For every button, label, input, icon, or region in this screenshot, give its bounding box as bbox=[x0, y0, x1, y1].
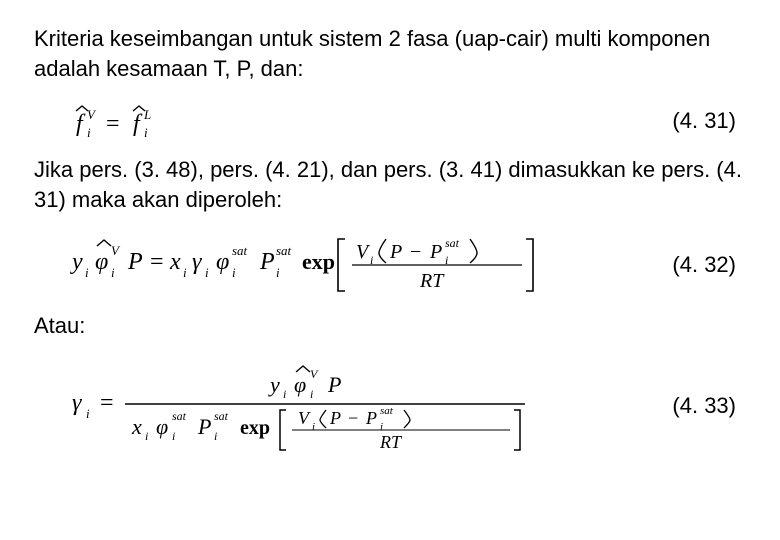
svg-text:x: x bbox=[131, 414, 142, 439]
eqnum-4-33: (4. 33) bbox=[672, 393, 746, 419]
svg-text:sat: sat bbox=[214, 409, 229, 423]
eqnum-4-32: (4. 32) bbox=[672, 252, 746, 278]
svg-text:i: i bbox=[312, 421, 315, 433]
svg-text:y: y bbox=[268, 372, 280, 397]
svg-text:f: f bbox=[133, 111, 143, 137]
svg-text:P: P bbox=[197, 414, 211, 439]
svg-text:P: P bbox=[127, 249, 143, 275]
svg-text:φ: φ bbox=[294, 372, 306, 397]
svg-text:−: − bbox=[348, 408, 358, 428]
svg-text:φ: φ bbox=[216, 249, 229, 275]
svg-text:i: i bbox=[232, 265, 236, 280]
svg-text:V: V bbox=[310, 367, 319, 381]
svg-text:i: i bbox=[276, 265, 280, 280]
svg-text:V: V bbox=[111, 243, 121, 258]
paragraph-2: Jika pers. (3. 48), pers. (4. 21), dan p… bbox=[34, 155, 746, 214]
svg-text:i: i bbox=[183, 265, 187, 280]
svg-text:i: i bbox=[86, 406, 90, 421]
svg-text:φ: φ bbox=[95, 249, 108, 275]
svg-text:i: i bbox=[283, 387, 286, 401]
svg-text:=: = bbox=[100, 390, 114, 416]
svg-text:P: P bbox=[329, 408, 341, 428]
svg-text:i: i bbox=[85, 265, 89, 280]
svg-text:=: = bbox=[150, 249, 164, 275]
svg-text:γ: γ bbox=[192, 249, 202, 275]
svg-text:=: = bbox=[106, 111, 120, 137]
svg-text:V: V bbox=[356, 241, 371, 263]
svg-text:P: P bbox=[389, 241, 402, 263]
eq433-svg: γ i = y i φ i V P x i φ bbox=[70, 358, 540, 454]
svg-text:i: i bbox=[172, 429, 175, 443]
svg-text:sat: sat bbox=[276, 243, 292, 258]
svg-text:f: f bbox=[76, 111, 86, 137]
svg-text:V: V bbox=[298, 408, 311, 428]
svg-text:P: P bbox=[327, 372, 341, 397]
svg-text:γ: γ bbox=[72, 390, 82, 416]
equation-4-32: y i φ i V P = x i γ i bbox=[34, 233, 550, 297]
svg-text:y: y bbox=[70, 249, 83, 275]
svg-text:P: P bbox=[365, 408, 377, 428]
svg-text:P: P bbox=[259, 249, 275, 275]
svg-text:L: L bbox=[143, 107, 151, 122]
svg-text:P: P bbox=[429, 241, 442, 263]
svg-text:sat: sat bbox=[232, 243, 248, 258]
eqnum-4-31: (4. 31) bbox=[672, 108, 746, 134]
svg-text:φ: φ bbox=[156, 414, 168, 439]
eq432-svg: y i φ i V P = x i γ i bbox=[70, 233, 550, 297]
svg-text:V: V bbox=[87, 107, 97, 122]
svg-text:i: i bbox=[111, 265, 115, 280]
svg-text:RT: RT bbox=[379, 432, 403, 452]
svg-text:i: i bbox=[205, 265, 209, 280]
svg-text:sat: sat bbox=[380, 405, 394, 417]
svg-text:i: i bbox=[370, 253, 373, 267]
svg-text:exp: exp bbox=[302, 249, 335, 274]
equation-4-31: f i V = f i L bbox=[34, 101, 180, 141]
atau-label: Atau: bbox=[34, 311, 746, 341]
svg-text:sat: sat bbox=[172, 409, 187, 423]
svg-text:i: i bbox=[145, 429, 148, 443]
svg-text:i: i bbox=[214, 429, 217, 443]
svg-text:−: − bbox=[410, 241, 421, 263]
svg-text:RT: RT bbox=[419, 270, 445, 292]
svg-text:sat: sat bbox=[445, 236, 460, 250]
eq431-svg: f i V = f i L bbox=[70, 101, 180, 141]
svg-text:i: i bbox=[445, 253, 448, 267]
paragraph-1: Kriteria keseimbangan untuk sistem 2 fas… bbox=[34, 24, 746, 83]
svg-text:exp: exp bbox=[240, 417, 270, 439]
svg-text:i: i bbox=[87, 125, 91, 140]
svg-text:i: i bbox=[144, 125, 148, 140]
svg-text:i: i bbox=[310, 387, 313, 401]
equation-4-33: γ i = y i φ i V P x i φ bbox=[34, 358, 540, 454]
svg-text:x: x bbox=[169, 249, 181, 275]
